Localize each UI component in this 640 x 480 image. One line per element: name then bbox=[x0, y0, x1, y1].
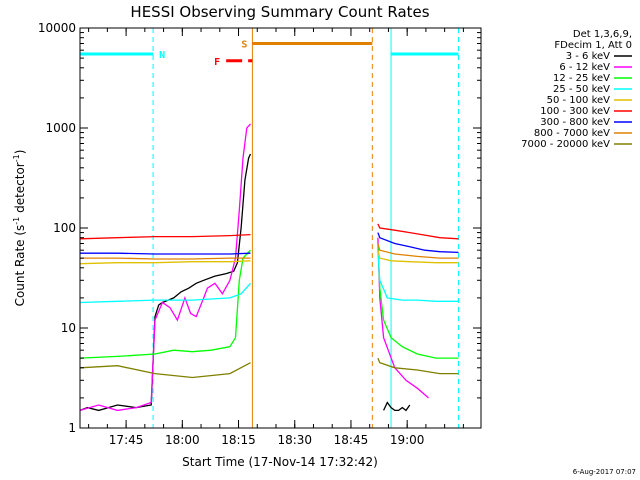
y-tick-label-0: 1 bbox=[68, 421, 76, 435]
y-axis-ticks: 1 10 100 1000 10000 bbox=[38, 21, 481, 435]
series-line-5 bbox=[377, 243, 459, 359]
y-axis-label-main: Count Rate (s bbox=[13, 225, 27, 307]
x-tick-label-2: 18:15 bbox=[221, 433, 256, 447]
series-line-15 bbox=[377, 243, 459, 259]
legend-header-0: Det 1,3,6,9, bbox=[573, 29, 632, 40]
y-tick-label-4: 10000 bbox=[38, 21, 76, 35]
legend-label-2: 6 - 12 keV bbox=[559, 62, 610, 73]
legend-label-14: 800 - 7000 keV bbox=[534, 128, 610, 139]
y-axis-label-end: ) bbox=[13, 150, 27, 155]
series-line-16 bbox=[79, 362, 251, 379]
series-line-7 bbox=[377, 250, 459, 302]
legend-label-0: 3 - 6 keV bbox=[566, 51, 610, 62]
series-line-13 bbox=[377, 232, 459, 254]
legend-label-10: 100 - 300 keV bbox=[540, 106, 610, 117]
series-line-17 bbox=[377, 357, 459, 375]
series-line-11 bbox=[377, 223, 459, 240]
series-line-1 bbox=[383, 401, 411, 412]
x-tick-label-3: 18:30 bbox=[277, 433, 312, 447]
series-line-0 bbox=[79, 153, 252, 412]
y-axis-label-sup1: -1 bbox=[12, 217, 21, 225]
flag-label-F: F bbox=[214, 57, 220, 68]
y-axis-label-sup2: -1 bbox=[12, 154, 21, 162]
series-line-10 bbox=[79, 233, 251, 240]
series-line-8 bbox=[79, 260, 251, 265]
y-tick-label-1: 10 bbox=[61, 321, 76, 335]
series-line-4 bbox=[79, 249, 251, 359]
plot-area: N S F bbox=[79, 28, 460, 428]
legend-label-8: 50 - 100 keV bbox=[547, 95, 611, 106]
timestamp-stamp: 6-Aug-2017 07:07 bbox=[573, 468, 636, 476]
y-axis-label: Count Rate (s-1 detector-1) bbox=[12, 150, 27, 307]
chart-title: HESSI Observing Summary Count Rates bbox=[130, 3, 429, 21]
y-axis-label-mid: detector bbox=[13, 162, 27, 217]
legend-label-6: 25 - 50 keV bbox=[553, 84, 610, 95]
series-line-12 bbox=[80, 252, 251, 255]
x-tick-label-0: 17:45 bbox=[109, 433, 144, 447]
y-tick-label-2: 100 bbox=[53, 221, 76, 235]
legend-label-4: 12 - 25 keV bbox=[553, 73, 610, 84]
legend-label-12: 300 - 800 keV bbox=[540, 117, 610, 128]
series-line-14 bbox=[80, 257, 251, 260]
series-line-2 bbox=[79, 123, 251, 412]
x-tick-label-4: 18:45 bbox=[334, 433, 369, 447]
x-tick-label-1: 18:00 bbox=[165, 433, 200, 447]
series-line-9 bbox=[377, 250, 459, 264]
legend-header-1: FDecim 1, Att 0 bbox=[554, 40, 632, 51]
y-tick-label-3: 1000 bbox=[45, 121, 76, 135]
flag-label-S: S bbox=[241, 39, 247, 50]
plot-frame bbox=[79, 27, 482, 429]
flag-label-N: N bbox=[159, 50, 165, 61]
legend-label-16: 7000 - 20000 keV bbox=[521, 139, 610, 150]
x-axis-ticks: 17:45 18:00 18:15 18:30 18:45 19:00 bbox=[88, 28, 464, 447]
x-tick-label-5: 19:00 bbox=[390, 433, 425, 447]
series-line-6 bbox=[79, 282, 251, 304]
x-axis-label: Start Time (17-Nov-14 17:32:42) bbox=[182, 455, 378, 469]
